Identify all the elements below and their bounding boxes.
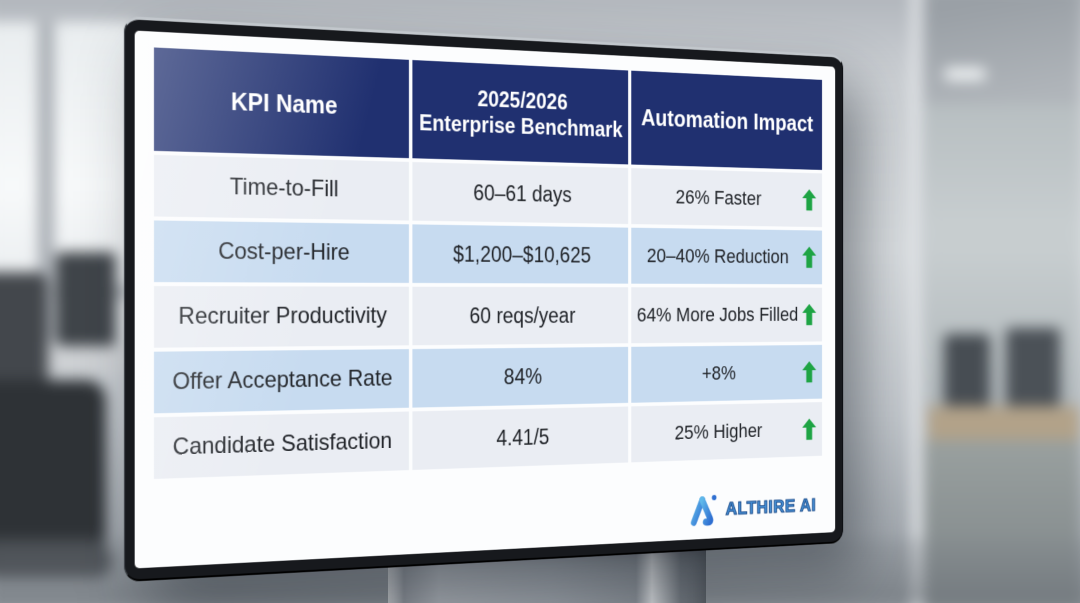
althire-logo-mark-icon: [689, 492, 720, 529]
brand-logo: ALTHIRE AI: [689, 488, 817, 529]
glass-room-ceiling: [924, 0, 1080, 104]
benchmark-cell: 60–61 days: [412, 162, 629, 225]
ceiling-light: [944, 68, 986, 80]
benchmark-cell: 60 reqs/year: [412, 286, 629, 346]
impact-text: 20–40% Reduction: [646, 244, 789, 268]
trend-up-arrow-icon: [802, 189, 817, 211]
impact-cell: 20–40% Reduction: [631, 227, 823, 285]
impact-text: 64% More Jobs Filled: [636, 303, 799, 327]
monitor-frame: KPI Name 2025/2026 Enterprise Benchmark …: [124, 16, 844, 582]
kpi-name-cell: Recruiter Productivity: [153, 286, 410, 348]
brand-name: ALTHIRE AI: [725, 494, 817, 520]
window-mullion: [38, 22, 54, 352]
kpi-name-cell: Time-to-Fill: [153, 154, 410, 221]
impact-cell: 25% Higher: [631, 402, 823, 463]
trend-up-arrow-icon: [802, 361, 817, 383]
benchmark-cell: 4.41/5: [412, 406, 629, 470]
kpi-name-cell: Cost-per-Hire: [153, 220, 410, 283]
monitor-screen: KPI Name 2025/2026 Enterprise Benchmark …: [134, 30, 836, 569]
impact-text: 26% Faster: [675, 185, 762, 210]
kpi-name-cell: Candidate Satisfaction: [153, 411, 410, 479]
impact-cell: 64% More Jobs Filled: [631, 287, 823, 344]
glass-room-monitor-silhouette: [1006, 328, 1060, 410]
glass-room-desk: [928, 406, 1080, 440]
monitor: KPI Name 2025/2026 Enterprise Benchmark …: [124, 16, 844, 582]
impact-text: 25% Higher: [674, 419, 763, 444]
header-cell-kpi-name: KPI Name: [153, 47, 410, 159]
trend-up-arrow-icon: [802, 303, 817, 326]
glass-room-monitor-silhouette: [944, 334, 990, 410]
kpi-name-cell: Offer Acceptance Rate: [153, 349, 410, 414]
impact-cell: 26% Faster: [631, 168, 823, 228]
kpi-table: KPI Name 2025/2026 Enterprise Benchmark …: [153, 47, 823, 479]
benchmark-cell: 84%: [412, 346, 629, 408]
impact-text: +8%: [701, 361, 736, 385]
glass-partition-edge: [912, 0, 924, 603]
benchmark-cell: $1,200–$10,625: [412, 224, 629, 284]
trend-up-arrow-icon: [802, 246, 817, 269]
trend-up-arrow-icon: [802, 418, 817, 441]
header-cell-benchmark: 2025/2026 Enterprise Benchmark: [412, 60, 629, 165]
header-cell-automation-impact: Automation Impact: [631, 70, 823, 170]
desk-monitor-silhouette: [56, 252, 116, 346]
impact-cell: +8%: [631, 344, 823, 403]
